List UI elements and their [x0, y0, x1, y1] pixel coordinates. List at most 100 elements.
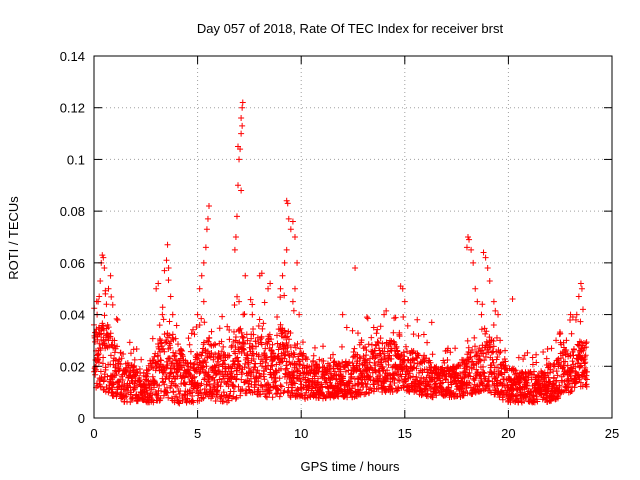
- data-point: [524, 379, 531, 386]
- data-point: [239, 386, 246, 393]
- data-point: [470, 259, 477, 266]
- data-point: [156, 335, 163, 342]
- data-point: [107, 330, 114, 337]
- data-point: [466, 380, 473, 387]
- data-point: [533, 359, 540, 366]
- data-point: [491, 386, 498, 393]
- data-point: [277, 365, 284, 372]
- data-point: [269, 394, 276, 401]
- data-point: [444, 356, 451, 363]
- data-point: [214, 358, 221, 365]
- data-point: [287, 329, 294, 336]
- data-point: [457, 371, 464, 378]
- data-point: [97, 368, 104, 375]
- data-point: [165, 265, 172, 272]
- data-point: [258, 341, 265, 348]
- data-point: [370, 324, 377, 331]
- data-point: [582, 359, 589, 366]
- data-point: [196, 322, 203, 329]
- data-point: [249, 301, 256, 308]
- data-point: [391, 380, 398, 387]
- data-point: [414, 316, 421, 323]
- data-point: [159, 311, 166, 318]
- data-point: [162, 339, 169, 346]
- data-point: [175, 399, 182, 406]
- data-point: [198, 272, 205, 279]
- data-point: [235, 358, 242, 365]
- data-point: [169, 311, 176, 318]
- data-point: [201, 386, 208, 393]
- data-point: [296, 358, 303, 365]
- data-point: [344, 391, 351, 398]
- data-point: [261, 299, 268, 306]
- data-point: [480, 363, 487, 370]
- data-point: [489, 378, 496, 385]
- data-point: [268, 336, 275, 343]
- data-point: [113, 371, 120, 378]
- data-point: [176, 359, 183, 366]
- data-point: [103, 301, 110, 308]
- data-point: [272, 391, 279, 398]
- data-point: [445, 384, 452, 391]
- data-point: [151, 353, 158, 360]
- data-point: [194, 311, 201, 318]
- data-point: [549, 381, 556, 388]
- data-point: [428, 319, 435, 326]
- data-point: [203, 226, 210, 233]
- data-point: [174, 373, 181, 380]
- data-point: [263, 354, 270, 361]
- data-point: [95, 350, 102, 357]
- data-point: [270, 350, 277, 357]
- data-point: [390, 338, 397, 345]
- data-point: [261, 376, 268, 383]
- data-point: [363, 347, 370, 354]
- data-point: [201, 339, 208, 346]
- data-point: [488, 349, 495, 356]
- data-point: [320, 343, 327, 350]
- data-point: [156, 397, 163, 404]
- data-point: [108, 293, 115, 300]
- data-point: [215, 362, 222, 369]
- data-point: [260, 373, 267, 380]
- data-point: [398, 373, 405, 380]
- data-point: [165, 277, 172, 284]
- data-point: [482, 330, 489, 337]
- data-point: [577, 318, 584, 325]
- data-point: [103, 383, 110, 390]
- data-point: [351, 345, 358, 352]
- data-point: [534, 398, 541, 405]
- data-point: [232, 395, 239, 402]
- data-point: [133, 368, 140, 375]
- data-point: [269, 362, 276, 369]
- data-point: [197, 390, 204, 397]
- data-point: [217, 383, 224, 390]
- data-point: [127, 350, 134, 357]
- data-point: [255, 386, 262, 393]
- data-point: [164, 362, 171, 369]
- data-point: [472, 285, 479, 292]
- data-point: [224, 323, 231, 330]
- data-point: [283, 246, 290, 253]
- data-point: [401, 298, 408, 305]
- data-point: [404, 322, 411, 329]
- data-point: [220, 398, 227, 405]
- data-point: [297, 378, 304, 385]
- data-point: [467, 349, 474, 356]
- data-point: [232, 376, 239, 383]
- data-point: [200, 259, 207, 266]
- data-point: [396, 333, 403, 340]
- data-point: [150, 384, 157, 391]
- data-point: [176, 400, 183, 407]
- data-point: [118, 355, 125, 362]
- data-point: [211, 341, 218, 348]
- data-point: [273, 361, 280, 368]
- data-point: [205, 202, 212, 209]
- data-point: [157, 340, 164, 347]
- data-point: [583, 372, 590, 379]
- data-point: [387, 382, 394, 389]
- data-point: [208, 328, 215, 335]
- data-point: [220, 343, 227, 350]
- data-point: [245, 359, 252, 366]
- data-point: [144, 370, 151, 377]
